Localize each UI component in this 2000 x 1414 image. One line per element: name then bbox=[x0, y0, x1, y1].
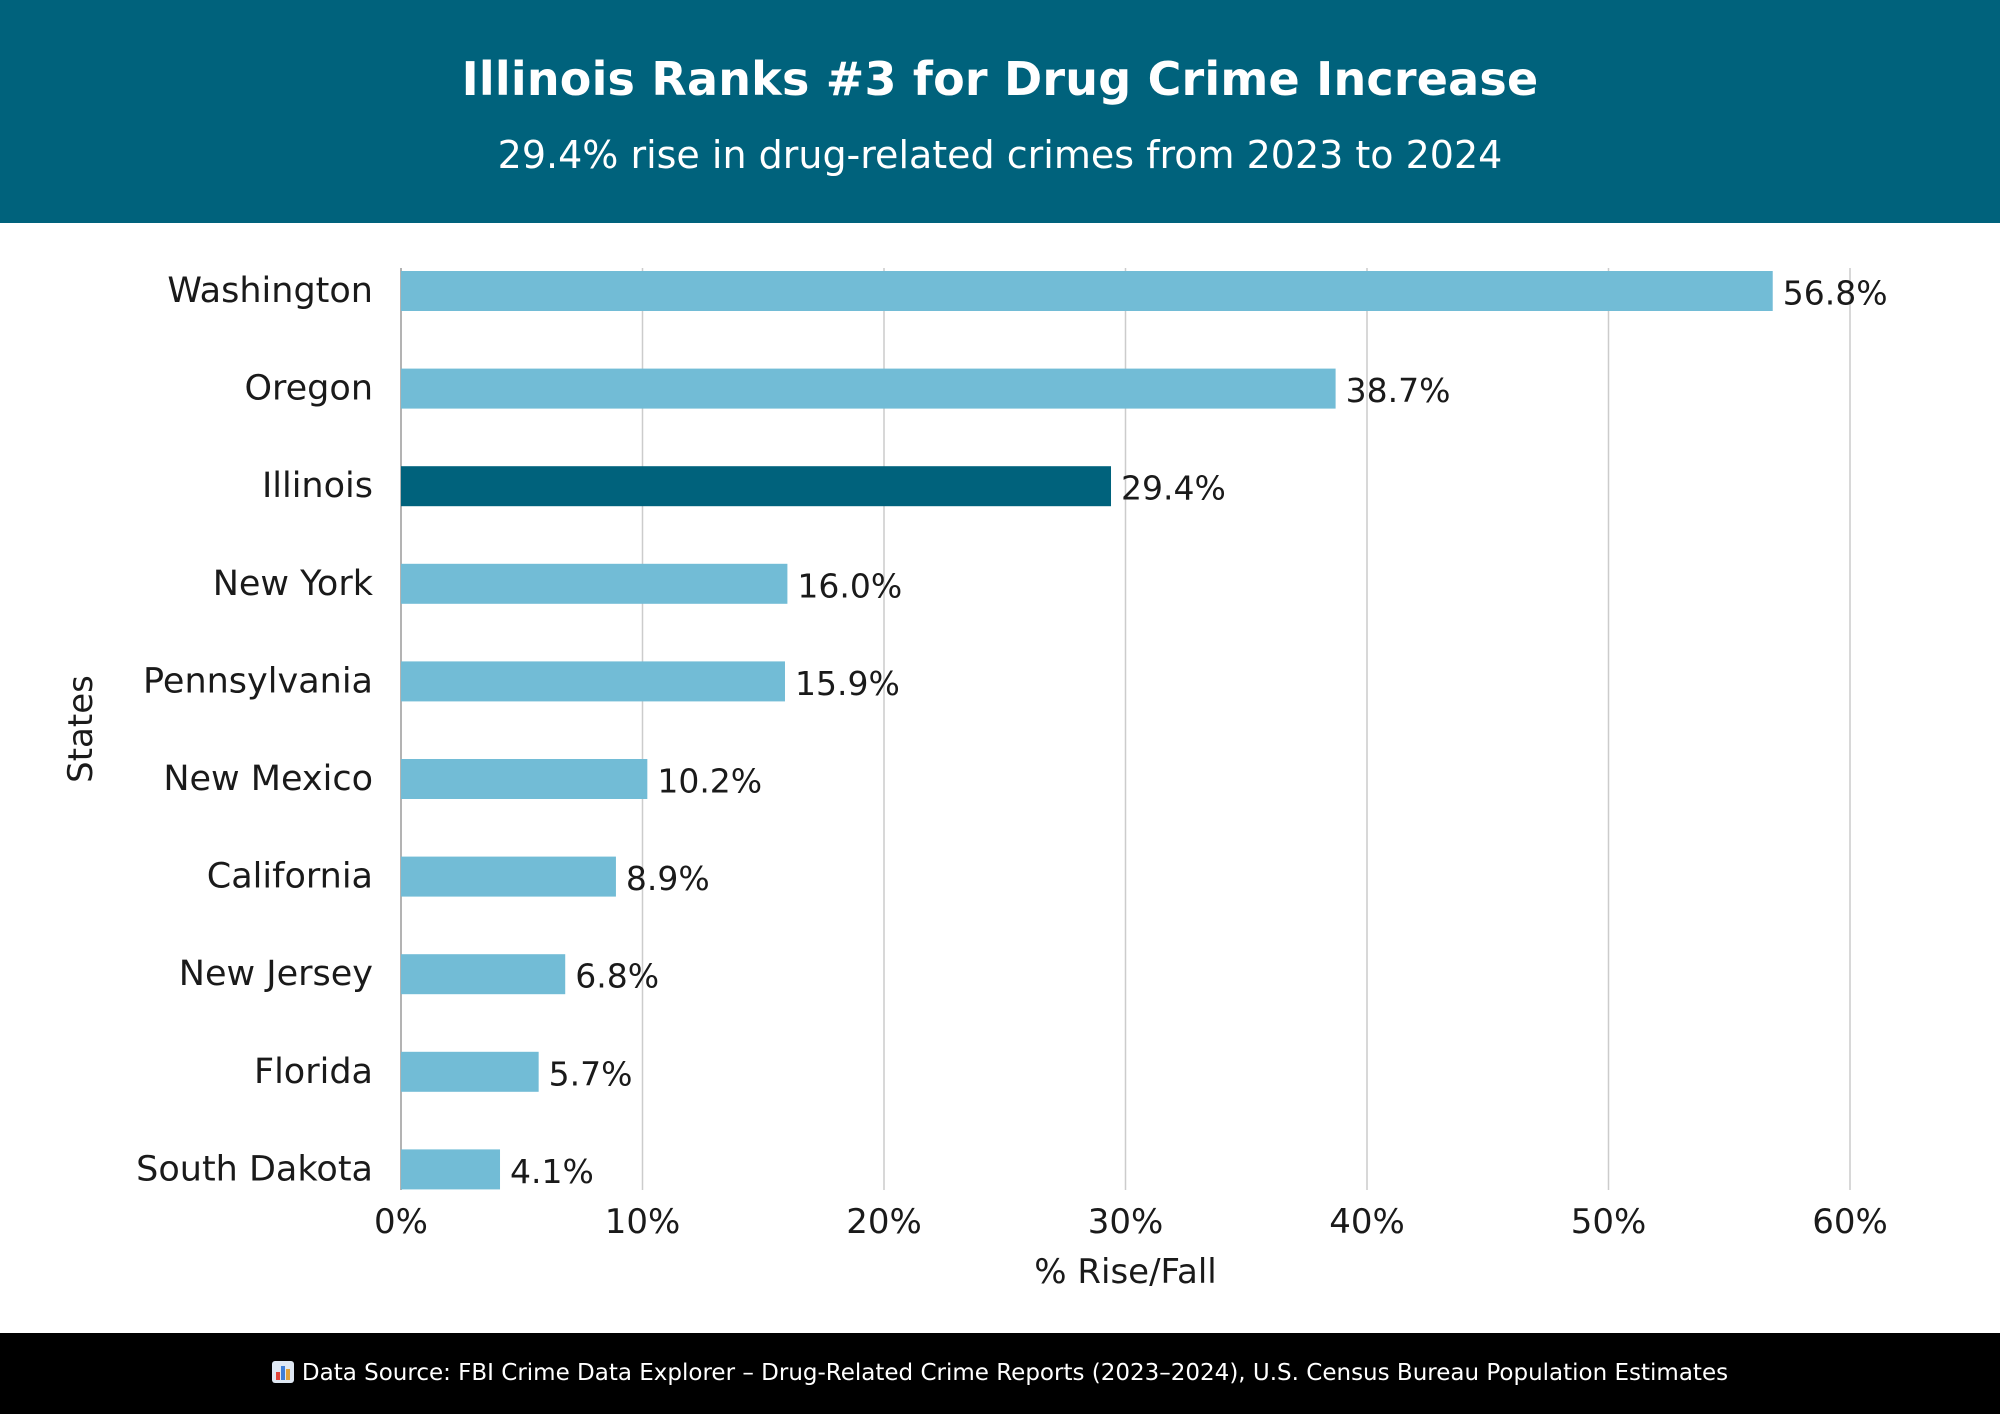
x-tick-label: 60% bbox=[1812, 1202, 1888, 1242]
bar bbox=[401, 759, 648, 799]
value-label: 4.1% bbox=[510, 1152, 594, 1191]
value-label: 6.8% bbox=[575, 957, 659, 996]
category-label: New Jersey bbox=[179, 954, 373, 994]
x-tick-label: 20% bbox=[846, 1202, 922, 1242]
category-label: Pennsylvania bbox=[143, 661, 373, 701]
category-label: Oregon bbox=[244, 369, 373, 409]
value-label: 29.4% bbox=[1121, 469, 1226, 508]
bar bbox=[401, 466, 1112, 507]
x-tick-label: 30% bbox=[1088, 1202, 1164, 1242]
bar bbox=[401, 954, 566, 995]
category-label: California bbox=[207, 857, 373, 897]
bar bbox=[401, 856, 616, 897]
chart-subtitle: 29.4% rise in drug-related crimes from 2… bbox=[497, 133, 1503, 177]
value-label: 16.0% bbox=[797, 566, 902, 605]
bar-chart-icon bbox=[271, 1361, 294, 1383]
y-axis-label: States bbox=[61, 675, 101, 783]
x-tick-label: 40% bbox=[1329, 1202, 1405, 1242]
category-label: New Mexico bbox=[163, 759, 373, 799]
footer: Data Source: FBI Crime Data Explorer – D… bbox=[0, 1333, 2000, 1414]
value-label: 15.9% bbox=[795, 664, 900, 703]
chart-area: Washington 56.8% Oregon 38.7% Illinois 29.4% N… bbox=[0, 223, 2000, 1333]
bar-chart: Washington 56.8% Oregon 38.7% Illinois 29.4% N… bbox=[61, 268, 1888, 1292]
x-tick-label: 0% bbox=[374, 1202, 428, 1242]
category-label: South Dakota bbox=[136, 1149, 373, 1189]
value-label: 10.2% bbox=[657, 762, 762, 801]
chart-header: Illinois Ranks #3 for Drug Crime Increas… bbox=[0, 0, 2000, 223]
x-tick-label: 10% bbox=[605, 1202, 681, 1242]
bar bbox=[401, 563, 788, 604]
x-tick-label: 50% bbox=[1571, 1202, 1647, 1242]
category-label: New York bbox=[213, 564, 374, 604]
data-source-text: Data Source: FBI Crime Data Explorer – D… bbox=[301, 1360, 1729, 1386]
bar bbox=[401, 661, 785, 702]
value-label: 5.7% bbox=[549, 1054, 633, 1093]
category-label: Florida bbox=[254, 1052, 373, 1092]
bar bbox=[401, 1149, 501, 1190]
chart-title: Illinois Ranks #3 for Drug Crime Increas… bbox=[461, 52, 1539, 106]
bar bbox=[401, 368, 1336, 409]
bar bbox=[401, 1051, 539, 1092]
category-label: Illinois bbox=[262, 466, 373, 506]
value-label: 8.9% bbox=[626, 859, 710, 898]
value-label: 56.8% bbox=[1783, 274, 1888, 313]
category-label: Washington bbox=[167, 271, 373, 311]
x-axis-label: % Rise/Fall bbox=[1034, 1252, 1216, 1292]
value-label: 38.7% bbox=[1346, 371, 1451, 410]
bar bbox=[401, 271, 1773, 311]
